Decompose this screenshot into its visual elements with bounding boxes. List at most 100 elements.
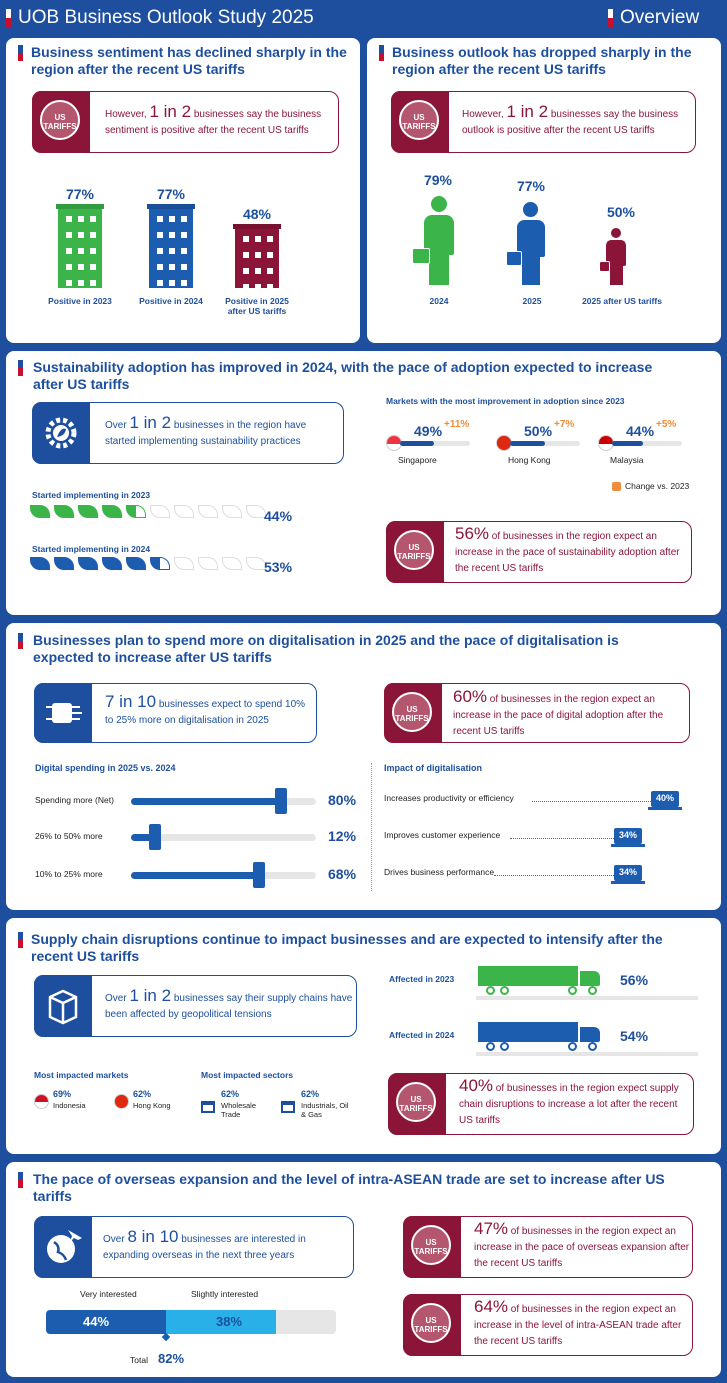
sector-value: 62% — [221, 1089, 240, 1099]
window — [66, 280, 72, 286]
window — [267, 236, 273, 242]
markets-title: Markets with the most improvement in ado… — [386, 396, 625, 406]
outlook-title: Business outlook has dropped sharply in … — [392, 44, 692, 77]
leaf-icon — [126, 505, 146, 518]
us-tariffs-icon: US TARIFFS — [391, 91, 449, 153]
flag-icon — [34, 1094, 49, 1109]
us-tariffs-icon: US TARIFFS — [388, 1073, 446, 1135]
window — [181, 280, 187, 286]
truck-icon — [478, 1022, 603, 1051]
truck-track — [476, 996, 698, 1000]
supply-callout: Over 1 in 2 businesses say their supply … — [34, 975, 357, 1037]
window — [157, 216, 163, 222]
wheel — [588, 1042, 597, 1051]
wheel — [486, 1042, 495, 1051]
window — [255, 236, 261, 242]
callout-post: businesses say the business sentiment is… — [105, 109, 322, 136]
spend-label: 10% to 25% more — [35, 869, 103, 879]
leaf-icon — [126, 557, 146, 570]
callout-big: 1 in 2 — [149, 102, 192, 121]
us-tariffs-icon: US TARIFFS — [403, 1294, 461, 1356]
bar-label: Positive in 2025 after US tariffs — [225, 296, 289, 316]
window — [243, 236, 249, 242]
tariff-text: of businesses in the region expect an in… — [474, 1304, 682, 1347]
impact-value: 34% — [618, 830, 637, 840]
window — [66, 264, 72, 270]
sustainability-callout: Over 1 in 2 businesses in the region hav… — [32, 402, 344, 464]
leaf-icon — [30, 505, 50, 518]
us-tariffs-icon: US TARIFFS — [386, 521, 444, 583]
callout-big: 1 in 2 — [129, 413, 172, 432]
supply-card: Supply chain disruptions continue to imp… — [6, 918, 721, 1154]
overseas-tariff-callout-2: US TARIFFS 64% of businesses in the regi… — [403, 1294, 693, 1356]
window — [255, 252, 261, 258]
slight-bar — [166, 1310, 276, 1334]
market-track — [510, 441, 580, 446]
impact-title: Impact of digitalisation — [384, 763, 483, 773]
affected-value: 56% — [620, 972, 649, 988]
market-value: 62% — [133, 1089, 152, 1099]
leaf-icon — [78, 505, 98, 518]
flag-top — [497, 436, 511, 444]
section-flag — [18, 360, 23, 376]
market-fill — [612, 441, 643, 446]
legs — [521, 257, 541, 286]
sentiment-card: Business sentiment has declined sharply … — [6, 38, 360, 343]
wheel — [500, 1042, 509, 1051]
callout-big: 7 in 10 — [105, 692, 157, 711]
sentiment-callout: US TARIFFS However, 1 in 2 businesses sa… — [32, 91, 339, 153]
head — [523, 202, 539, 218]
laptop-base — [648, 807, 682, 810]
trailer — [478, 966, 578, 986]
globe-plane-icon — [34, 1216, 92, 1278]
window — [157, 232, 163, 238]
trailer — [478, 1022, 578, 1042]
gear-leaf-icon — [32, 402, 90, 464]
spend-value: 80% — [328, 792, 357, 808]
market-name: Hong Kong — [508, 455, 551, 465]
impact-value: 34% — [618, 867, 637, 877]
supply-markets-title: Most impacted markets — [34, 1070, 129, 1080]
window — [157, 280, 163, 286]
laptop-icon: 40% — [651, 791, 679, 807]
market-value: 69% — [53, 1089, 72, 1099]
section-flag — [18, 633, 23, 649]
flag-top — [35, 1095, 48, 1102]
sustainability-title: Sustainability adoption has improved in … — [33, 359, 653, 392]
impact-label: Improves customer experience — [384, 830, 501, 840]
figure-value: 77% — [516, 178, 546, 195]
flag-top — [599, 436, 613, 444]
leaf-icon — [102, 557, 122, 570]
phone-knob — [149, 824, 162, 850]
header-flag — [6, 9, 11, 27]
window — [90, 264, 96, 270]
tariff-text: of businesses in the region expect an in… — [453, 694, 664, 737]
spend-value: 68% — [328, 866, 357, 882]
callout-big: 1 in 2 — [506, 102, 549, 121]
affected-label: Affected in 2023 — [389, 974, 455, 984]
slight-label: Slightly interested — [191, 1289, 259, 1299]
phone-knob — [252, 862, 265, 888]
body — [606, 239, 626, 266]
bar-value: 77% — [156, 186, 186, 202]
tariff-big: 47% — [474, 1219, 509, 1238]
total-marker — [161, 1332, 171, 1342]
building-roof — [56, 204, 104, 209]
impact-label: Increases productivity or efficiency — [384, 793, 514, 803]
digital-title: Businesses plan to spend more on digital… — [33, 632, 619, 665]
window — [78, 216, 84, 222]
supply-tariff-callout: US TARIFFS 40% of businesses in the regi… — [388, 1073, 694, 1135]
window — [90, 280, 96, 286]
tariff-big: 56% — [455, 524, 490, 543]
building-bar — [233, 224, 281, 290]
businessperson-icon — [505, 202, 547, 286]
spend-title: Digital spending in 2025 vs. 2024 — [35, 763, 176, 773]
figure-label: 2025 after US tariffs — [582, 296, 662, 306]
laptop-base — [611, 844, 645, 847]
callout-post: businesses in the region have started im… — [105, 420, 307, 447]
callout-pre: Over — [105, 420, 130, 431]
us-tariffs-icon: US TARIFFS — [32, 91, 90, 153]
bar-label: Positive in 2024 — [139, 296, 203, 306]
phone-knob — [275, 788, 287, 814]
row2024-value: 53% — [264, 559, 293, 575]
